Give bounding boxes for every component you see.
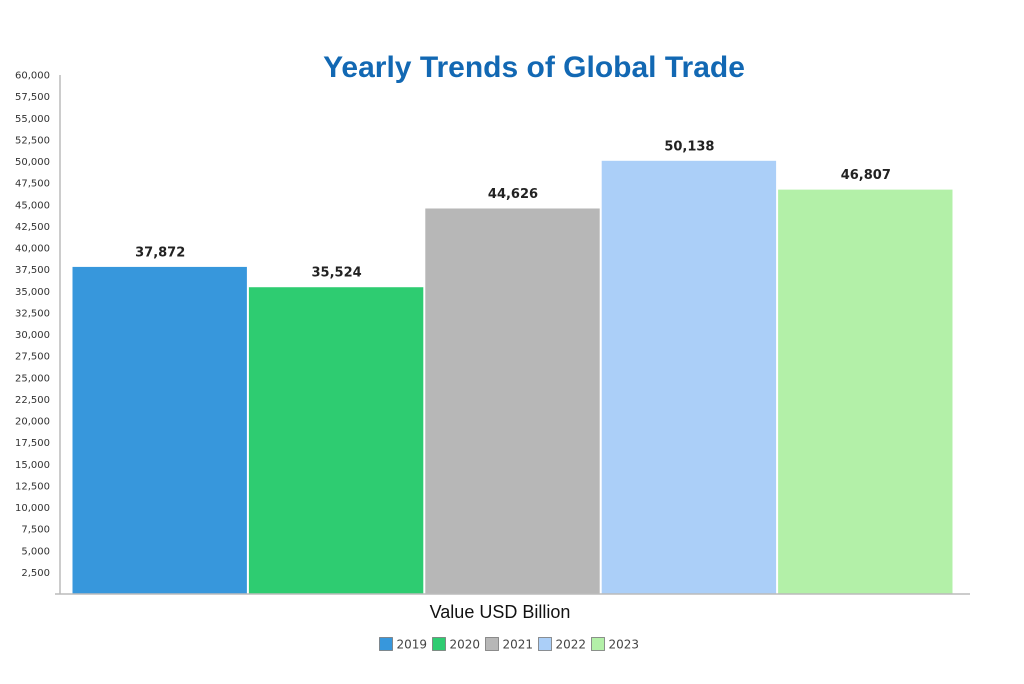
y-tick-label: 52,500 [15, 135, 50, 146]
bar-2022[interactable] [600, 159, 778, 595]
legend-swatch [538, 637, 552, 651]
legend-label: 2021 [503, 638, 534, 652]
legend-label: 2019 [397, 638, 428, 652]
legend-item-2022[interactable]: 2022 [538, 637, 587, 652]
legend-swatch [485, 637, 499, 651]
legend-label: 2023 [609, 638, 640, 652]
data-label-2021: 44,626 [488, 187, 538, 202]
y-tick-label: 32,500 [15, 308, 50, 319]
y-tick-label: 25,000 [15, 373, 50, 384]
y-tick-label: 22,500 [15, 395, 50, 406]
y-tick-label: 27,500 [15, 352, 50, 363]
y-tick-label: 30,000 [15, 330, 50, 341]
y-tick-label: 15,000 [15, 460, 50, 471]
y-tick-label: 35,000 [15, 287, 50, 298]
y-tick-label: 47,500 [15, 179, 50, 190]
data-label-2020: 35,524 [312, 266, 362, 281]
legend-item-2020[interactable]: 2020 [432, 637, 481, 652]
legend-swatch [591, 637, 605, 651]
y-tick-label: 10,000 [15, 503, 50, 514]
y-tick-label: 2,500 [21, 568, 50, 579]
legend-label: 2020 [450, 638, 481, 652]
data-labels: 37,872 35,524 44,626 50,138 46,807 [135, 139, 891, 280]
y-tick-label: 60,000 [15, 71, 50, 82]
legend: 2019 2020 2021 2022 2023 [379, 637, 640, 652]
bar-2023[interactable] [777, 188, 954, 595]
legend-item-2021[interactable]: 2021 [485, 637, 534, 652]
data-label-2023: 46,807 [841, 168, 891, 183]
x-axis-label: Value USD Billion [430, 602, 571, 622]
y-tick-label: 12,500 [15, 481, 50, 492]
legend-swatch [432, 637, 446, 651]
y-axis: 2,500 5,000 7,500 10,000 12,500 15,000 17,500 2… [15, 71, 61, 595]
chart-title: Yearly Trends of Global Trade [323, 51, 745, 84]
legend-item-2019[interactable]: 2019 [379, 637, 428, 652]
y-tick-label: 55,000 [15, 114, 50, 125]
bars [71, 159, 954, 595]
y-tick-label: 20,000 [15, 417, 50, 428]
y-tick-label: 5,000 [21, 546, 50, 557]
legend-item-2023[interactable]: 2023 [591, 637, 640, 652]
bar-2019[interactable] [71, 265, 248, 595]
legend-swatch [379, 637, 393, 651]
y-tick-label: 50,000 [15, 157, 50, 168]
data-label-2019: 37,872 [135, 245, 185, 260]
y-tick-label: 17,500 [15, 438, 50, 449]
bar-2021[interactable] [424, 207, 601, 595]
y-tick-label: 40,000 [15, 244, 50, 255]
y-tick-label: 7,500 [21, 525, 50, 536]
y-tick-label: 42,500 [15, 222, 50, 233]
data-label-2022: 50,138 [664, 139, 714, 154]
legend-label: 2022 [556, 638, 587, 652]
bar-2020[interactable] [247, 286, 425, 595]
y-tick-label: 37,500 [15, 265, 50, 276]
y-tick-label: 45,000 [15, 200, 50, 211]
y-tick-label: 57,500 [15, 92, 50, 103]
